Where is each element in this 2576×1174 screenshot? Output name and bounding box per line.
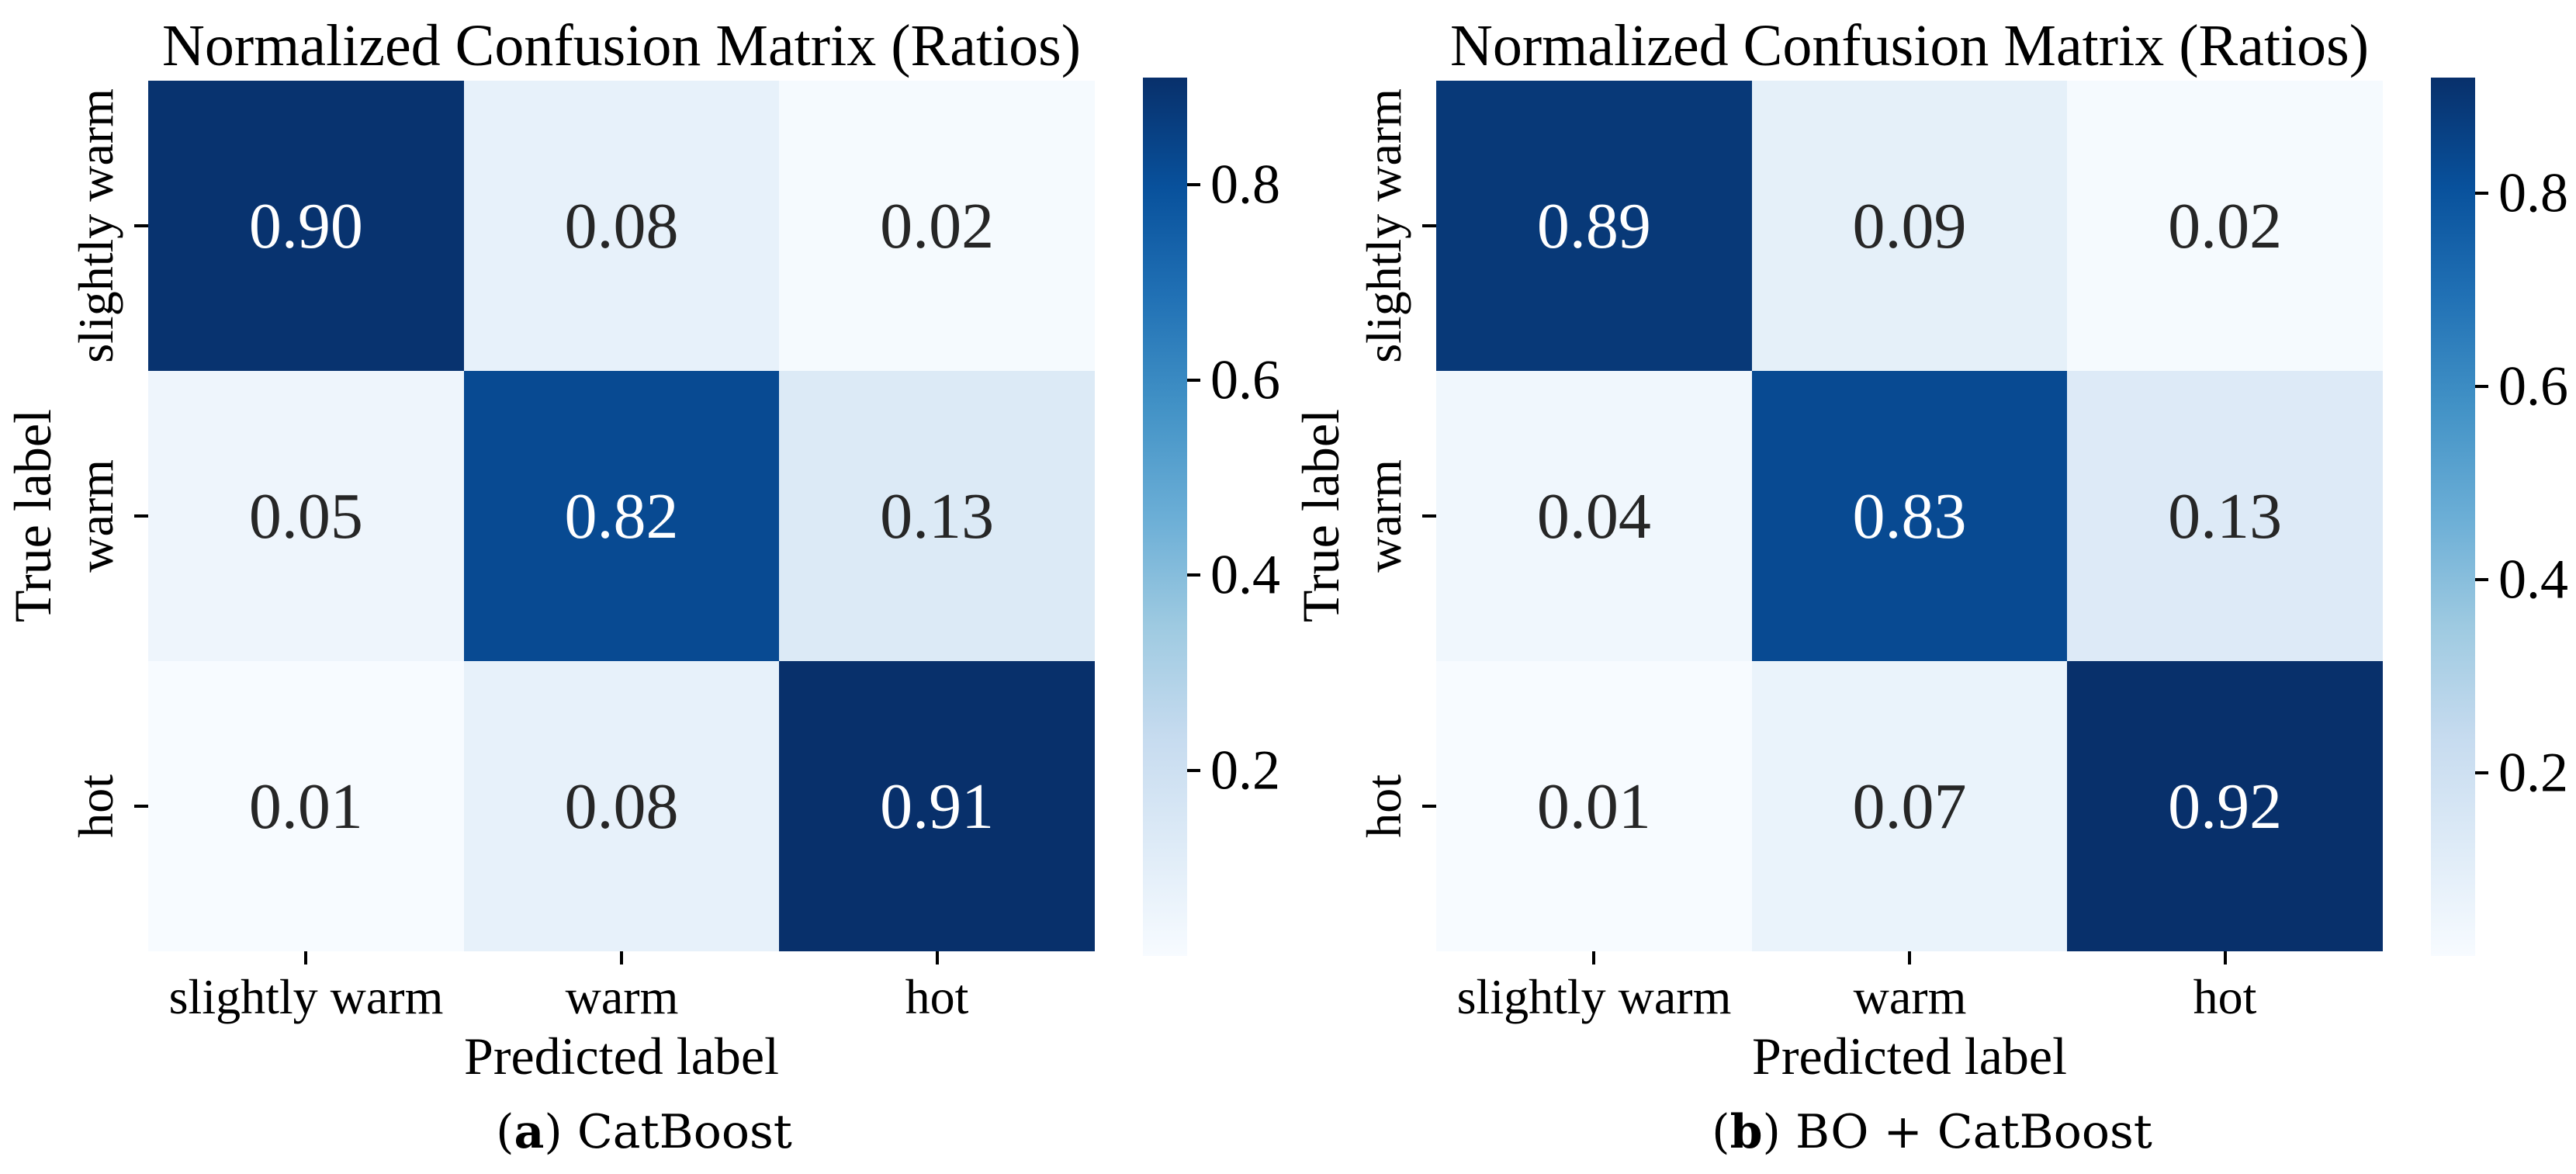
panel-a: Normalized Confusion Matrix (Ratios) Tru… — [2, 13, 1281, 1159]
x-tick-label-col3: hot — [2193, 969, 2257, 1024]
x-tick-label-col2: warm — [1853, 969, 1967, 1024]
y-tick-label-row1: slightly warm — [68, 88, 123, 363]
y-axis-tick-mark — [134, 224, 148, 227]
x-tick-label-col1: slightly warm — [1456, 969, 1732, 1024]
colorbar-tick-label: 0.2 — [2498, 741, 2568, 804]
colorbar-tick-mark — [2475, 577, 2488, 581]
x-axis-label: Predicted label — [464, 1027, 779, 1086]
subfigure-caption-b: (b) BO + CatBoost — [1712, 1105, 2152, 1159]
heatmap-grid: 0.89 0.09 0.02 0.04 0.83 0.13 0.01 0.07 … — [1436, 81, 2383, 951]
heatmap-cell: 0.01 — [148, 661, 464, 951]
colorbar-tick-mark — [2475, 192, 2488, 196]
heatmap-cell: 0.05 — [148, 371, 464, 661]
y-axis-label-wrap: True label — [2, 81, 62, 951]
x-tick-label-col3: hot — [905, 969, 969, 1024]
heatmap-cell: 0.08 — [463, 661, 780, 951]
x-tick-label-col1: slightly warm — [168, 969, 444, 1024]
heatmap-cell: 0.02 — [2067, 81, 2383, 371]
y-tick-label-row3: hot — [1356, 774, 1411, 838]
heatmap-cell: 0.82 — [463, 371, 780, 661]
y-tick-label-row3: hot — [68, 774, 123, 838]
x-axis-label: Predicted label — [1752, 1027, 2067, 1086]
heatmap-grid: 0.90 0.08 0.02 0.05 0.82 0.13 0.01 0.08 … — [148, 81, 1095, 951]
colorbar-tick-mark — [2475, 385, 2488, 389]
colorbar — [2431, 78, 2475, 956]
chart-title: Normalized Confusion Matrix (Ratios) — [161, 13, 1082, 78]
heatmap-cell: 0.90 — [148, 81, 464, 371]
heatmap-cell: 0.92 — [2067, 661, 2383, 951]
y-axis-tick-mark — [1422, 224, 1436, 227]
heatmap-cell: 0.89 — [1436, 81, 1752, 371]
heatmap-cell: 0.83 — [1751, 371, 2068, 661]
x-axis-tick-mark — [936, 951, 939, 964]
colorbar-tick-label: 0.8 — [2498, 161, 2568, 224]
y-axis-label: True label — [2, 409, 62, 623]
x-axis-tick-mark — [1592, 951, 1595, 964]
colorbar-tick-label: 0.4 — [2498, 548, 2568, 611]
colorbar-tick-label: 0.6 — [1210, 348, 1280, 411]
colorbar-tick-mark — [1187, 378, 1200, 382]
y-axis-label: True label — [1290, 409, 1350, 623]
subfigure-caption-a: (a) CatBoost — [496, 1105, 792, 1159]
colorbar-tick-mark — [1187, 769, 1200, 773]
y-axis-tick-mark — [134, 514, 148, 518]
heatmap-cell: 0.07 — [1751, 661, 2068, 951]
y-axis-tick-mark — [1422, 514, 1436, 518]
x-tick-label-col2: warm — [565, 969, 679, 1024]
heatmap-cell: 0.13 — [2067, 371, 2383, 661]
y-axis-tick-mark — [134, 805, 148, 808]
y-tick-label-row1: slightly warm — [1356, 88, 1411, 363]
heatmap-cell: 0.13 — [779, 371, 1095, 661]
x-axis-tick-mark — [2224, 951, 2227, 964]
colorbar-tick-label: 0.6 — [2498, 355, 2568, 417]
heatmap-cell: 0.04 — [1436, 371, 1752, 661]
heatmap-cell: 0.09 — [1751, 81, 2068, 371]
heatmap-cell: 0.91 — [779, 661, 1095, 951]
x-axis-tick-mark — [620, 951, 623, 964]
y-tick-label-row2: warm — [1356, 459, 1411, 573]
colorbar-tick-mark — [1187, 183, 1200, 187]
x-axis-tick-mark — [304, 951, 307, 964]
heatmap-cell: 0.01 — [1436, 661, 1752, 951]
y-tick-label-row2: warm — [68, 459, 123, 573]
colorbar-tick-label: 0.2 — [1210, 739, 1280, 802]
chart-title: Normalized Confusion Matrix (Ratios) — [1449, 13, 2370, 78]
y-axis-label-wrap: True label — [1290, 81, 1350, 951]
colorbar — [1143, 78, 1187, 956]
colorbar-tick-label: 0.4 — [1210, 543, 1280, 606]
colorbar-tick-mark — [2475, 771, 2488, 774]
heatmap-cell: 0.02 — [779, 81, 1095, 371]
panel-b: Normalized Confusion Matrix (Ratios) Tru… — [1288, 0, 2576, 1174]
colorbar-tick-mark — [1187, 573, 1200, 577]
x-axis-tick-mark — [1908, 951, 1911, 964]
heatmap-cell: 0.08 — [463, 81, 780, 371]
colorbar-tick-label: 0.8 — [1210, 153, 1280, 216]
y-axis-tick-mark — [1422, 805, 1436, 808]
